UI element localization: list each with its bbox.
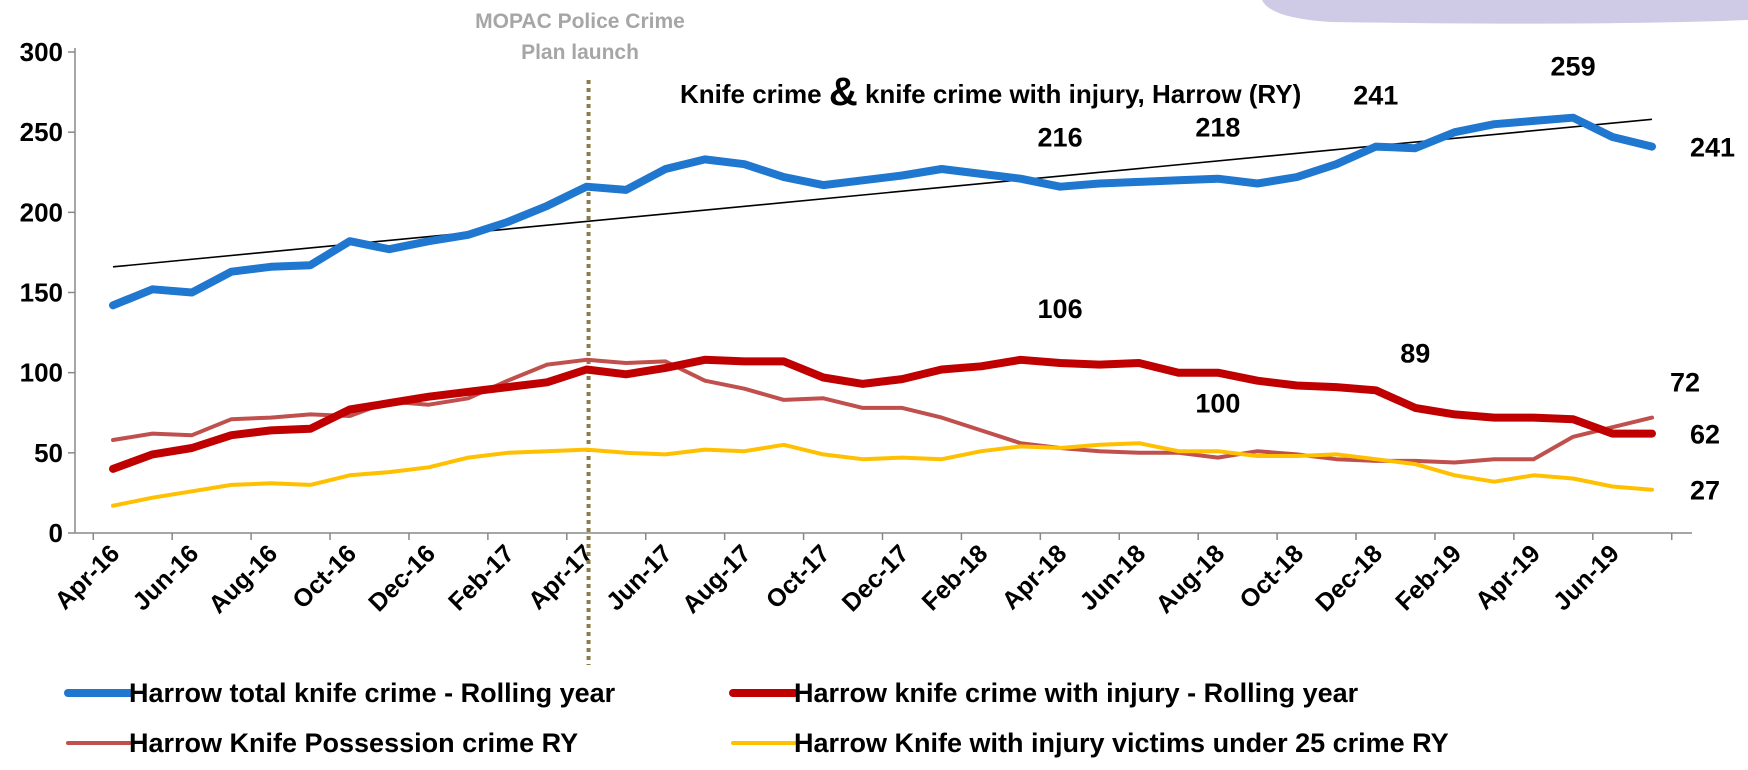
title-ampersand: & <box>829 70 858 114</box>
x-tick-label: Dec-18 <box>1310 539 1388 617</box>
annotations: 216 218 241 259 241 106 100 89 72 62 27 <box>1038 52 1736 506</box>
mopac-marker-label: MOPAC Police Crime <box>475 10 685 33</box>
legend-label: Harrow Knife with injury victims under 2… <box>794 728 1449 758</box>
data-label: 72 <box>1670 368 1700 398</box>
y-tick-label: 250 <box>20 117 63 147</box>
x-tick-label: Jun-16 <box>127 539 204 616</box>
x-tick-label: Dec-16 <box>363 539 441 617</box>
x-tick-label: Oct-18 <box>1234 539 1309 614</box>
chart-title: Knife crime & knife crime with injury, H… <box>680 70 1301 114</box>
y-tick-label: 50 <box>34 438 63 468</box>
data-label: 106 <box>1038 294 1083 324</box>
series-line-injury <box>109 355 1656 473</box>
title-part: Knife crime <box>680 79 829 109</box>
x-tick-label: Jun-19 <box>1548 539 1625 616</box>
data-label: 27 <box>1690 476 1720 506</box>
x-tick-label: Feb-17 <box>443 539 520 616</box>
x-tick-label: Apr-16 <box>49 539 125 615</box>
x-tick-label: Dec-17 <box>837 539 915 617</box>
y-tick-label: 300 <box>20 37 63 67</box>
x-tick-label: Jun-17 <box>601 539 678 616</box>
title-part: knife crime with injury, Harrow (RY) <box>858 79 1302 109</box>
x-tick-label: Jun-18 <box>1074 539 1151 616</box>
data-label: 218 <box>1195 113 1240 143</box>
x-tick-label: Apr-18 <box>997 539 1073 615</box>
mopac-marker: MOPAC Police Crime Plan launch <box>475 10 685 665</box>
x-tick-label: Aug-16 <box>203 539 283 619</box>
series-group <box>109 113 1656 508</box>
mopac-marker-label: Plan launch <box>521 41 639 64</box>
legend-label: Harrow knife crime with injury - Rolling… <box>794 678 1359 708</box>
data-label: 62 <box>1690 420 1720 450</box>
y-tick-label: 100 <box>20 358 63 388</box>
series-line-victims <box>111 441 1654 508</box>
x-tick-label: Feb-18 <box>917 539 994 616</box>
x-tick-label: Oct-17 <box>761 539 836 614</box>
x-tick-label: Oct-16 <box>287 539 362 614</box>
data-label: 241 <box>1690 133 1735 163</box>
corner-decoration <box>1262 0 1748 24</box>
legend-label: Harrow Knife Possession crime RY <box>129 728 578 758</box>
legend: Harrow total knife crime - Rolling year H… <box>64 678 1449 758</box>
data-label: 89 <box>1400 338 1430 368</box>
y-tick-label: 200 <box>20 197 63 227</box>
y-tick-label: 0 <box>49 518 63 548</box>
data-label: 259 <box>1551 52 1596 82</box>
x-tick-label: Aug-18 <box>1150 539 1230 619</box>
data-label: 100 <box>1195 389 1240 419</box>
x-tick-label: Apr-19 <box>1470 539 1546 615</box>
data-label: 241 <box>1353 81 1398 111</box>
x-tick-label: Aug-17 <box>677 539 757 619</box>
legend-label: Harrow total knife crime - Rolling year <box>129 678 616 708</box>
x-tick-label: Feb-19 <box>1390 539 1467 616</box>
y-tick-label: 150 <box>20 278 63 308</box>
data-label: 216 <box>1038 123 1083 153</box>
series-line-total <box>109 113 1656 310</box>
